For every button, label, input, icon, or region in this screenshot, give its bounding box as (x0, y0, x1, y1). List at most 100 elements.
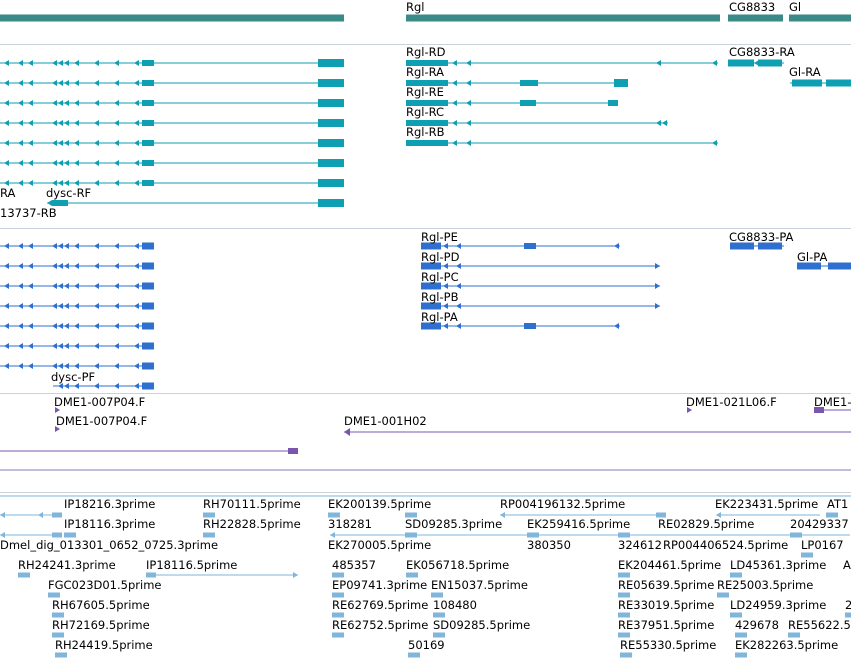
est-label[interactable]: EK056718.5prime (406, 558, 510, 572)
est-label[interactable]: 204293 (790, 517, 834, 531)
transcript-label[interactable]: Rgl-RA (406, 65, 445, 79)
est-feature (618, 532, 630, 538)
strand-arrow (443, 283, 448, 289)
est-label[interactable]: RE62769.5prime (332, 598, 429, 612)
est-label[interactable]: RE05639.5prime (618, 578, 715, 592)
strand-arrow (134, 120, 139, 126)
transcript-label[interactable]: Gl-RA (789, 65, 821, 79)
transcript-label[interactable]: RA (0, 186, 16, 200)
est-label[interactable]: RE02829.5prime (658, 517, 755, 531)
clone-label[interactable]: DME1-007P04.F (54, 395, 146, 409)
transcript-label[interactable]: Rgl-RD (406, 45, 446, 59)
strand-arrow (74, 363, 79, 369)
est-label[interactable]: EK204461.5prime (618, 558, 722, 572)
strand-arrow (64, 383, 69, 389)
protein-label[interactable]: CG8833-PA (729, 230, 794, 244)
gene-label-gl[interactable]: Gl (789, 0, 802, 14)
exon-block (142, 282, 154, 290)
est-label[interactable]: EK270005.5prime (328, 538, 432, 552)
strand-arrow (28, 283, 33, 289)
clone-label[interactable]: DME1-007P04.F (56, 414, 148, 428)
protein-label[interactable]: dysc-PF (51, 370, 96, 384)
est-label[interactable]: RH24241.3prime (18, 558, 116, 572)
protein-label[interactable]: Gl-PA (797, 250, 828, 264)
gene-label-cg8833[interactable]: CG8833 (729, 0, 776, 14)
protein-label[interactable]: Rgl-PA (421, 310, 458, 324)
est-label[interactable]: IP18116.5prime (146, 558, 238, 572)
protein-label[interactable]: Rgl-PB (421, 290, 459, 304)
est-label[interactable]: FGC023D01.5prime (48, 578, 162, 592)
est-label[interactable]: A (843, 558, 851, 572)
transcript-label[interactable]: CG8833-RA (729, 45, 795, 59)
strand-arrow (94, 363, 99, 369)
est-label[interactable]: RH70111.5prime (203, 497, 301, 511)
est-label[interactable]: 50169 (408, 638, 445, 652)
est-label[interactable]: 324612 (618, 538, 662, 552)
transcript-label[interactable]: Rgl-RC (406, 105, 445, 119)
est-label[interactable]: RP004196132.5prime (500, 497, 626, 511)
transcript-label[interactable]: Rgl-RB (406, 125, 445, 139)
clone-label[interactable]: DME1- (814, 395, 851, 409)
strand-arrow (114, 303, 119, 309)
protein-label[interactable]: Rgl-PC (421, 270, 459, 284)
clone-label[interactable]: DME1-001H02 (344, 414, 427, 428)
strand-arrow (94, 100, 99, 106)
est-label[interactable]: EK259416.5prime (527, 517, 631, 531)
est-label[interactable]: 37 (834, 517, 849, 531)
protein-label[interactable]: Rgl-PD (421, 250, 460, 264)
est-label[interactable]: SD09285.3prime (405, 517, 503, 531)
est-label[interactable]: SD09285.5prime (433, 618, 531, 632)
est-label[interactable]: AT1 (827, 497, 849, 511)
est-label[interactable]: RE33019.5prime (618, 598, 715, 612)
gene-label-rgl[interactable]: Rgl (406, 0, 425, 14)
clone-label[interactable]: DME1-021L06.F (686, 395, 777, 409)
strand-arrow (656, 120, 661, 126)
est-feature (618, 632, 630, 638)
est-feature (332, 592, 344, 598)
est-label[interactable]: LP0167 (801, 538, 844, 552)
strand-arrow (452, 120, 457, 126)
strand-arrow (58, 160, 63, 166)
est-label[interactable]: EN15037.5prime (431, 578, 528, 592)
transcript-label[interactable]: 13737-RB (0, 206, 57, 220)
est-label[interactable]: RH67605.5prime (52, 598, 150, 612)
strand-arrow (94, 140, 99, 146)
est-label[interactable]: RP004406524.5prime (663, 538, 789, 552)
est-label[interactable]: EK282263.5prime (735, 638, 839, 652)
est-label[interactable]: RH72169.5prime (52, 618, 150, 632)
est-label[interactable]: EK200139.5prime (328, 497, 432, 511)
strand-arrow (74, 323, 79, 329)
transcript-label[interactable]: Rgl-RE (406, 85, 444, 99)
strand-arrow (52, 323, 57, 329)
est-label[interactable]: 485357 (332, 558, 376, 572)
est-label[interactable]: EP09741.3prime (332, 578, 428, 592)
est-label[interactable]: EK223431.5prime (715, 497, 819, 511)
est-label[interactable]: RE25003.5prime (717, 578, 814, 592)
transcript-label[interactable]: dysc-RF (46, 186, 92, 200)
est-label[interactable]: RH24419.5prime (55, 638, 153, 652)
strand-arrow (74, 60, 79, 66)
est-label[interactable]: LD45361.3prime (730, 558, 827, 572)
exon-block (520, 80, 538, 86)
est-label[interactable]: 2 (845, 598, 851, 612)
est-label[interactable]: 380350 (527, 538, 571, 552)
gene-bar (406, 14, 720, 22)
est-label[interactable]: RH22828.5prime (203, 517, 301, 531)
exon-block (142, 100, 154, 106)
est-label[interactable]: RE55622.5 (788, 618, 851, 632)
est-label[interactable]: 318281 (328, 517, 372, 531)
est-label[interactable]: RE37951.5prime (618, 618, 715, 632)
est-label[interactable]: IP18216.3prime (64, 497, 156, 511)
protein-label[interactable]: Rgl-PE (421, 230, 458, 244)
est-label[interactable]: RE55330.5prime (620, 638, 717, 652)
strand-arrow (4, 140, 9, 146)
est-label[interactable]: 108480 (433, 598, 477, 612)
strand-arrow (52, 160, 57, 166)
est-label[interactable]: LD24959.3prime (730, 598, 827, 612)
est-label[interactable]: Dmel_dig_013301_0652_0725.3prime (0, 538, 219, 552)
est-label[interactable]: RE62752.5prime (332, 618, 429, 632)
est-label[interactable]: IP18116.3prime (64, 517, 156, 531)
strand-arrow (28, 263, 33, 269)
est-label[interactable]: 429678 (735, 618, 779, 632)
strand-arrow (28, 100, 33, 106)
